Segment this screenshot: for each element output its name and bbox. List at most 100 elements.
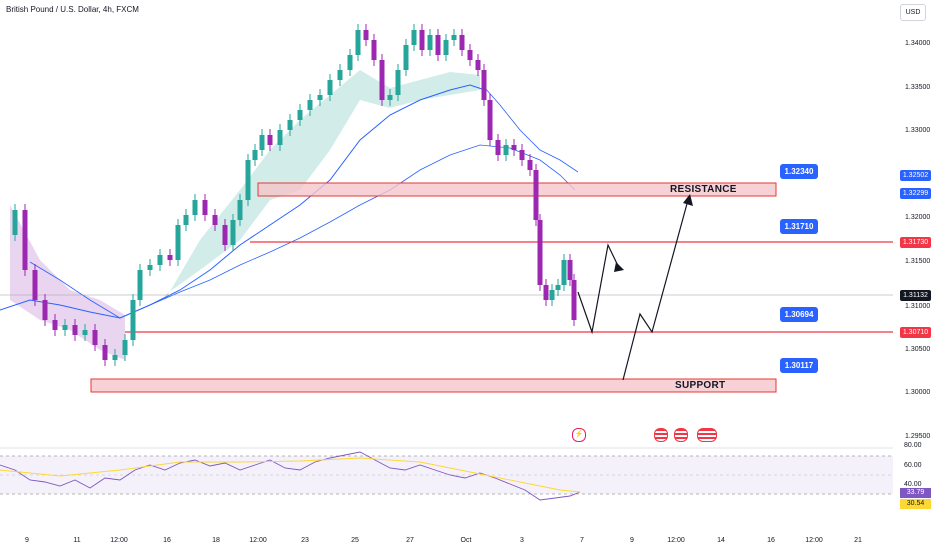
candle-body [92, 330, 98, 345]
callout-upper-level[interactable]: 1.31710 [780, 219, 818, 234]
price-tag-r1: 1.32502 [900, 170, 931, 181]
x-tick: 9 [25, 537, 29, 544]
candle-body [245, 160, 251, 200]
us-flag-event-icon[interactable] [697, 428, 717, 442]
rsi-signal-tag: 30.54 [900, 499, 931, 509]
candle-body [62, 325, 68, 330]
candle-body [443, 40, 449, 55]
rsi-tick: 40.00 [904, 481, 922, 488]
candle-body [419, 30, 425, 50]
resistance-zone[interactable] [257, 182, 777, 197]
callout-lower-level[interactable]: 1.30694 [780, 307, 818, 322]
support-zone[interactable] [90, 378, 777, 393]
candle-body [72, 325, 78, 335]
price-tag-upper-level: 1.31730 [900, 237, 931, 248]
candle-body [102, 345, 108, 360]
lightning-event-icon[interactable]: ⚡ [572, 428, 586, 442]
candle-body [555, 285, 561, 290]
callout-resistance[interactable]: 1.32340 [780, 164, 818, 179]
resistance-label: RESISTANCE [670, 184, 737, 195]
rsi-value-tag: 33.79 [900, 488, 931, 498]
currency-button[interactable]: USD [900, 4, 926, 21]
x-tick: 12:00 [667, 537, 685, 544]
candle-body [130, 300, 136, 340]
candle-body [561, 260, 567, 285]
candle-body [459, 35, 465, 50]
candle-body [549, 290, 555, 300]
candle-body [252, 150, 258, 160]
x-tick: 27 [406, 537, 414, 544]
support-label: SUPPORT [675, 380, 726, 391]
us-flag-event-icon[interactable] [654, 428, 668, 442]
candle-body [183, 215, 189, 225]
callout-support[interactable]: 1.30117 [780, 358, 818, 373]
y-tick: 1.30000 [905, 389, 931, 396]
rsi-tick: 60.00 [904, 462, 922, 469]
candle-body [112, 355, 118, 360]
candle-body [307, 100, 313, 110]
candles-group [12, 24, 577, 366]
candle-body [12, 210, 18, 235]
time-axis[interactable]: 9 11 12:00 16 18 12:00 23 25 27 Oct 3 7 … [0, 536, 893, 550]
x-tick: 11 [73, 537, 81, 544]
candle-body [427, 35, 433, 50]
candle-body [395, 70, 401, 95]
candle-body [387, 95, 393, 100]
candle-body [347, 55, 353, 70]
candle-body [451, 35, 457, 40]
y-tick: 1.33500 [905, 84, 931, 91]
projection-path-1 [577, 243, 621, 335]
candle-body [52, 320, 58, 330]
candle-body [192, 200, 198, 215]
y-tick: 1.34000 [905, 40, 931, 47]
candle-body [435, 35, 441, 55]
x-tick: 9 [630, 537, 634, 544]
candle-body [467, 50, 473, 60]
symbol-title: British Pound / U.S. Dollar, 4h, FXCM [6, 5, 139, 14]
candle-body [237, 200, 243, 220]
candle-body [503, 145, 509, 155]
candle-body [481, 70, 487, 100]
candle-body [287, 120, 293, 130]
y-tick: 1.29500 [905, 433, 931, 440]
y-tick: 1.32000 [905, 214, 931, 221]
candle-body [527, 160, 533, 170]
candle-body [363, 30, 369, 40]
candle-body [157, 255, 163, 265]
y-tick: 1.30500 [905, 346, 931, 353]
candle-body [222, 225, 228, 245]
candle-body [403, 45, 409, 70]
price-chart[interactable] [0, 0, 893, 536]
price-tag-last: 1.31132 [900, 290, 931, 301]
x-tick: 12:00 [249, 537, 267, 544]
price-tag-r2: 1.32299 [900, 188, 931, 199]
candle-body [122, 340, 128, 355]
candle-body [537, 220, 543, 285]
projection-arrowhead-1 [614, 262, 624, 272]
y-tick: 1.33000 [905, 127, 931, 134]
candle-body [327, 80, 333, 95]
candle-body [277, 130, 283, 145]
candle-body [355, 30, 361, 55]
price-axis[interactable]: 1.34000 1.33500 1.33000 1.32000 1.31500 … [893, 0, 932, 536]
us-flag-event-icon[interactable] [674, 428, 688, 442]
candle-body [212, 215, 218, 225]
rsi-tick: 80.00 [904, 442, 922, 449]
candle-body [32, 270, 38, 300]
candle-body [230, 220, 236, 245]
projection-arrowhead-2 [683, 194, 693, 206]
x-tick: 18 [212, 537, 220, 544]
x-tick: 21 [854, 537, 862, 544]
candle-body [82, 330, 88, 335]
x-tick: 12:00 [805, 537, 823, 544]
projection-path-2 [622, 199, 689, 381]
ma-long-line [484, 87, 579, 173]
y-tick: 1.31000 [905, 303, 931, 310]
candle-body [411, 30, 417, 45]
candle-body [297, 110, 303, 120]
candle-body [519, 150, 525, 160]
candle-body [337, 70, 343, 80]
ma-fast-line [0, 84, 486, 319]
candle-body [42, 300, 48, 320]
x-tick: 12:00 [110, 537, 128, 544]
